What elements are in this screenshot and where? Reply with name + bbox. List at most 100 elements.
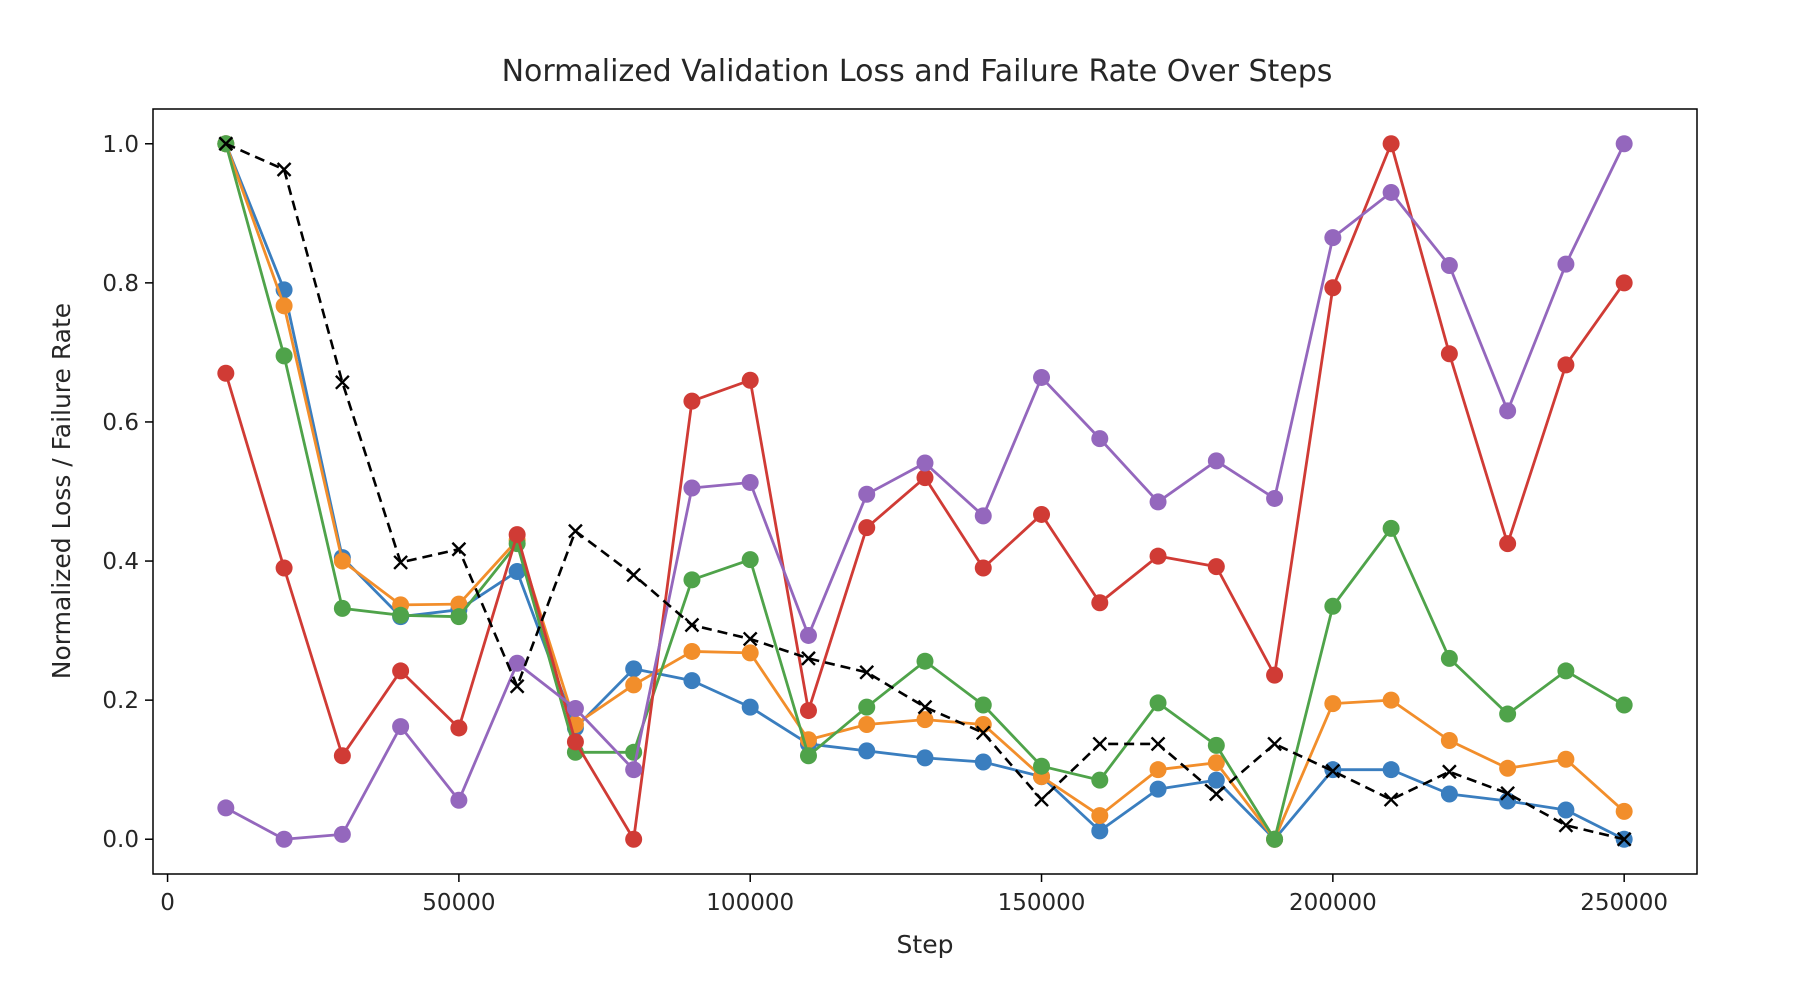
data-point-x-marker xyxy=(451,541,467,557)
data-point-x-marker xyxy=(917,699,933,715)
data-point-marker xyxy=(1615,274,1633,292)
series-5 xyxy=(217,135,1633,848)
plot-area-frame xyxy=(152,108,1698,875)
data-point-x-marker xyxy=(1325,763,1341,779)
data-point-marker xyxy=(275,559,293,577)
data-point-marker xyxy=(333,599,351,617)
data-point-marker xyxy=(275,347,293,365)
data-point-marker xyxy=(1091,807,1109,825)
data-point-marker xyxy=(1440,256,1458,274)
data-point-marker xyxy=(741,644,759,662)
data-point-x-marker xyxy=(568,523,583,539)
data-point-marker xyxy=(392,662,410,680)
data-point-marker xyxy=(1207,558,1225,576)
data-point-marker xyxy=(741,698,759,716)
data-point-x-marker xyxy=(742,631,758,647)
data-point-marker xyxy=(333,825,351,843)
data-point-marker xyxy=(683,571,701,589)
data-point-marker xyxy=(625,761,643,779)
y-tick-label: 0.0 xyxy=(102,827,139,853)
data-point-marker xyxy=(1557,662,1575,680)
data-point-marker xyxy=(916,652,934,670)
data-point-marker xyxy=(450,608,468,626)
series-6 xyxy=(218,136,1632,847)
x-tick-label: 250000 xyxy=(1580,890,1668,916)
data-point-marker xyxy=(1615,696,1633,714)
data-point-marker xyxy=(275,830,293,848)
data-point-marker xyxy=(1324,279,1342,297)
data-point-marker xyxy=(1091,822,1109,840)
data-point-marker xyxy=(741,371,759,389)
data-point-marker xyxy=(683,642,701,660)
data-point-marker xyxy=(1557,356,1575,374)
data-point-x-marker xyxy=(1383,792,1399,807)
data-point-marker xyxy=(1557,255,1575,273)
data-point-marker xyxy=(1382,761,1400,779)
x-tick-label: 50000 xyxy=(422,890,495,916)
data-point-marker xyxy=(1091,430,1109,448)
data-point-x-marker xyxy=(1267,736,1282,752)
chart-title: Normalized Validation Loss and Failure R… xyxy=(502,54,1333,89)
data-point-marker xyxy=(683,672,701,690)
data-point-marker xyxy=(1033,505,1051,523)
data-point-marker xyxy=(1149,547,1167,565)
data-point-marker xyxy=(1266,489,1284,507)
data-point-marker xyxy=(450,791,468,809)
data-point-marker xyxy=(1440,345,1458,363)
data-point-marker xyxy=(858,485,876,503)
data-point-marker xyxy=(217,364,235,382)
data-point-x-marker xyxy=(1150,736,1166,752)
data-point-marker xyxy=(741,551,759,569)
series-layer xyxy=(217,135,1633,848)
data-point-marker xyxy=(392,718,410,736)
data-point-marker xyxy=(1149,780,1167,798)
data-point-marker xyxy=(1382,135,1400,153)
data-point-marker xyxy=(858,742,876,760)
data-point-marker xyxy=(799,747,817,765)
data-point-marker xyxy=(858,715,876,733)
data-point-marker xyxy=(566,699,584,717)
data-point-marker xyxy=(916,454,934,472)
data-point-marker xyxy=(916,469,934,487)
data-point-marker xyxy=(1149,761,1167,779)
data-point-marker xyxy=(392,606,410,624)
data-point-marker xyxy=(974,559,992,577)
data-point-marker xyxy=(741,473,759,491)
data-point-x-marker xyxy=(801,651,816,666)
data-point-x-marker xyxy=(1442,764,1457,780)
data-point-marker xyxy=(566,733,584,751)
data-point-marker xyxy=(1382,691,1400,709)
data-point-marker xyxy=(508,654,526,672)
y-tick-label: 1.0 xyxy=(102,132,139,158)
data-point-marker xyxy=(858,698,876,716)
y-tick-label: 0.2 xyxy=(102,688,139,714)
y-tick-label: 0.8 xyxy=(102,271,139,297)
x-tick-label: 200000 xyxy=(1289,890,1377,916)
data-point-marker xyxy=(450,595,468,613)
data-point-marker xyxy=(1382,183,1400,201)
data-point-marker xyxy=(683,392,701,410)
data-point-x-marker xyxy=(276,162,292,177)
data-point-marker xyxy=(508,562,526,580)
data-point-marker xyxy=(1033,757,1051,775)
data-point-x-marker xyxy=(1500,785,1515,801)
x-axis: 0 50000 100000 150000 200000 250000 xyxy=(160,874,1668,916)
data-point-marker xyxy=(916,711,934,729)
y-axis-label: Normalized Loss / Failure Rate xyxy=(47,303,76,679)
x-tick-label: 150000 xyxy=(998,890,1086,916)
data-point-x-marker xyxy=(859,664,875,680)
data-point-marker xyxy=(1266,666,1284,684)
data-point-marker xyxy=(1207,754,1225,772)
data-point-marker xyxy=(1149,694,1167,712)
data-point-x-marker xyxy=(626,567,642,583)
data-point-marker xyxy=(625,676,643,694)
data-point-x-marker xyxy=(1208,786,1224,802)
data-point-marker xyxy=(1557,801,1575,819)
data-point-marker xyxy=(508,526,526,544)
data-point-marker xyxy=(1382,519,1400,537)
data-point-marker xyxy=(1499,705,1517,723)
x-axis-label: Step xyxy=(897,930,954,959)
data-point-marker xyxy=(974,507,992,525)
data-point-marker xyxy=(858,519,876,537)
